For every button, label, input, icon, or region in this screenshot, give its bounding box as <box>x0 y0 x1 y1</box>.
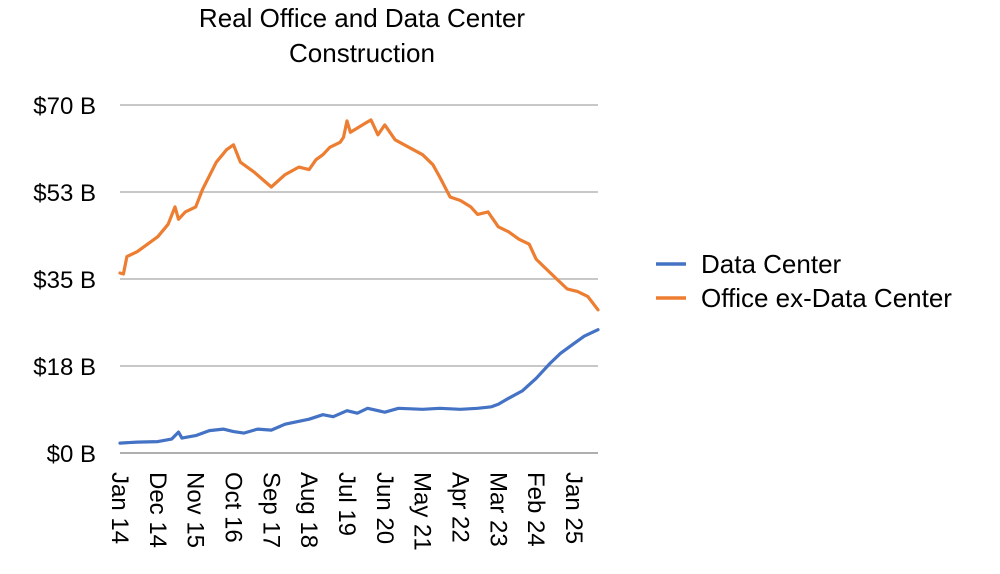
x-tick-label: Oct 16 <box>219 472 246 543</box>
y-tick-label: $18 B <box>33 354 96 381</box>
series-line-data-center <box>118 328 600 445</box>
x-tick-label: Sep 17 <box>257 472 284 548</box>
x-tick-label: Dec 14 <box>144 472 171 548</box>
gridlines <box>120 104 598 454</box>
x-tick-label: Jan 25 <box>560 472 587 544</box>
y-tick-label: $53 B <box>33 180 96 207</box>
x-tick-label: Nov 15 <box>182 472 209 548</box>
chart-title-line-1: Real Office and Data Center <box>199 3 525 33</box>
plot-series <box>118 118 600 445</box>
x-axis-tick-labels: Jan 14 Dec 14 Nov 15 Oct 16 Sep 17 Aug 18 Jul … <box>106 472 587 551</box>
x-tick-label: Aug 18 <box>295 472 322 548</box>
x-tick-label: Jun 20 <box>371 472 398 544</box>
legend-label: Office ex-Data Center <box>701 283 952 313</box>
y-tick-label: $35 B <box>33 267 96 294</box>
legend-label: Data Center <box>701 249 842 279</box>
y-tick-label: $70 B <box>33 93 96 120</box>
chart-title: Real Office and Data Center Construction <box>199 3 525 68</box>
series-line-office-ex-data-center <box>118 118 600 312</box>
y-axis-tick-labels: $0 B $18 B $35 B $53 B $70 B <box>33 93 96 468</box>
x-tick-label: Mar 23 <box>484 472 511 547</box>
x-tick-label: Apr 22 <box>446 472 473 543</box>
x-tick-label: Feb 24 <box>522 472 549 547</box>
x-tick-label: May 21 <box>409 472 436 551</box>
y-tick-label: $0 B <box>47 441 96 468</box>
chart-title-line-2: Construction <box>289 38 435 68</box>
x-tick-label: Jul 19 <box>333 472 360 536</box>
x-tick-label: Jan 14 <box>106 472 133 544</box>
legend: Data Center Office ex-Data Center <box>656 249 952 313</box>
